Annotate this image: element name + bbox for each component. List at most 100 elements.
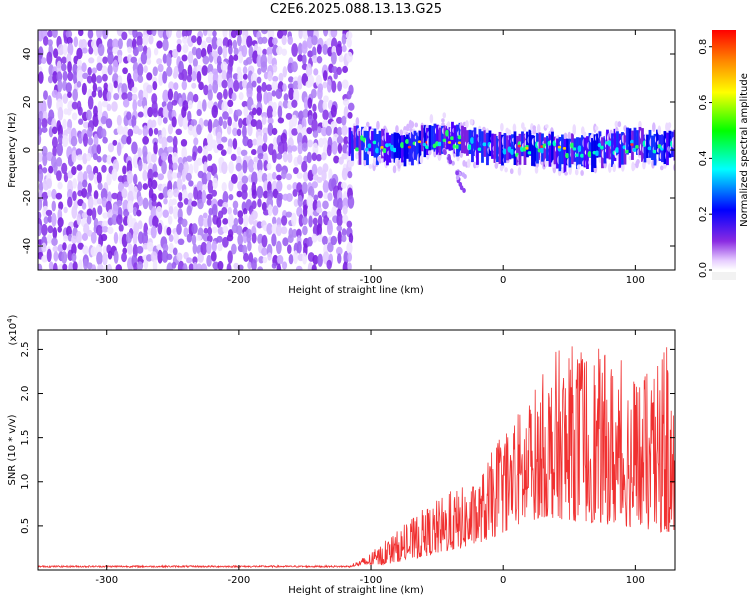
noise-cell bbox=[57, 78, 63, 93]
noise-cell bbox=[266, 162, 272, 171]
noise-cell bbox=[280, 226, 288, 235]
noise-cell bbox=[221, 70, 228, 81]
noise-cell bbox=[186, 233, 193, 243]
noise-cell bbox=[97, 43, 105, 57]
noise-cell bbox=[240, 149, 248, 157]
noise-cell bbox=[125, 232, 132, 244]
noise-cell bbox=[167, 169, 174, 182]
noise-cell bbox=[101, 100, 109, 108]
noise-cell bbox=[87, 195, 94, 210]
noise-cell bbox=[127, 200, 134, 214]
noise-cell bbox=[206, 254, 212, 267]
band-halo-cell bbox=[544, 124, 549, 129]
noise-cell bbox=[166, 146, 174, 153]
noise-cell bbox=[271, 216, 277, 225]
noise-cell bbox=[193, 137, 199, 146]
noise-cell bbox=[55, 192, 63, 200]
band-halo-cell bbox=[594, 125, 599, 131]
noise-cell bbox=[111, 168, 118, 181]
noise-cell bbox=[91, 144, 98, 156]
noise-cell bbox=[216, 92, 223, 101]
noise-cell bbox=[336, 43, 343, 57]
noise-cell bbox=[308, 186, 315, 198]
noise-cell bbox=[278, 72, 284, 82]
noise-cell bbox=[297, 142, 303, 155]
noise-cell bbox=[47, 75, 54, 84]
band-halo-cell bbox=[631, 163, 636, 171]
band-core-cell bbox=[588, 132, 592, 158]
band-core-cell bbox=[378, 130, 382, 156]
noise-cell bbox=[88, 170, 94, 181]
noise-cell bbox=[236, 34, 242, 47]
band-hot-cell bbox=[382, 148, 387, 154]
noise-cell bbox=[337, 230, 342, 245]
noise-cell bbox=[93, 198, 99, 206]
band-peak-cell bbox=[380, 146, 384, 149]
noise-cell bbox=[87, 137, 94, 146]
noise-cell bbox=[312, 217, 318, 226]
noise-cell bbox=[105, 118, 113, 129]
noise-cell bbox=[303, 96, 309, 111]
colorbar-tick-label: 0.8 bbox=[698, 39, 709, 55]
noise-cell bbox=[346, 37, 352, 48]
noise-cell bbox=[221, 100, 228, 114]
noise-cell bbox=[175, 128, 183, 136]
noise-cell bbox=[330, 30, 338, 38]
noise-cell bbox=[321, 169, 327, 182]
noise-cell bbox=[207, 63, 214, 75]
band-core-cell bbox=[406, 134, 409, 159]
band-core-cell bbox=[563, 138, 567, 173]
noise-cell bbox=[266, 223, 273, 235]
noise-cell bbox=[336, 253, 342, 264]
noise-cell bbox=[53, 251, 59, 262]
noise-cell bbox=[287, 144, 293, 155]
colorbar-tick-label: 0.2 bbox=[698, 206, 709, 222]
band-hot-cell bbox=[502, 148, 507, 155]
noise-cell bbox=[127, 190, 135, 204]
noise-cell bbox=[118, 224, 124, 232]
noise-cell bbox=[233, 54, 239, 61]
noise-cell bbox=[346, 90, 352, 100]
band-core-cell bbox=[356, 125, 359, 149]
noise-cell bbox=[111, 213, 118, 226]
noise-cell bbox=[267, 204, 273, 217]
noise-cell bbox=[142, 169, 148, 182]
noise-cell bbox=[266, 105, 274, 120]
noise-cell bbox=[341, 234, 347, 243]
noise-cell bbox=[152, 171, 159, 178]
noise-cell bbox=[82, 153, 88, 165]
noise-cell bbox=[151, 119, 157, 128]
noise-cell bbox=[63, 206, 68, 214]
noise-cell bbox=[306, 127, 313, 135]
band-halo-cell bbox=[347, 161, 352, 168]
noise-cell bbox=[330, 104, 337, 118]
noise-cell bbox=[181, 218, 188, 228]
bottom-x-axis-label: Height of straight line (km) bbox=[288, 585, 424, 596]
noise-cell bbox=[292, 189, 298, 197]
noise-cell bbox=[67, 91, 72, 98]
noise-cell bbox=[227, 250, 233, 264]
noise-cell bbox=[142, 197, 149, 210]
noise-cell bbox=[288, 87, 295, 101]
noise-cell bbox=[327, 192, 333, 202]
band-core-cell bbox=[498, 131, 502, 164]
noise-cell bbox=[202, 183, 207, 191]
noise-cell bbox=[142, 125, 149, 138]
noise-cell bbox=[143, 105, 149, 118]
bottom-x-tick-label: 0 bbox=[500, 575, 506, 586]
band-halo-cell bbox=[355, 117, 360, 126]
band-halo-cell bbox=[494, 162, 499, 169]
noise-cell bbox=[137, 147, 142, 159]
noise-cell bbox=[242, 66, 248, 75]
top-x-tick-label: 0 bbox=[500, 275, 506, 286]
noise-cell bbox=[38, 263, 43, 270]
noise-cell bbox=[336, 212, 343, 227]
noise-cell bbox=[196, 180, 204, 192]
noise-cell bbox=[326, 221, 333, 236]
noise-cell bbox=[47, 30, 53, 38]
band-core-cell bbox=[436, 124, 439, 155]
noise-cell bbox=[162, 53, 168, 64]
band-halo-cell bbox=[536, 123, 541, 134]
noise-cell bbox=[232, 138, 238, 150]
noise-cell bbox=[146, 151, 153, 165]
